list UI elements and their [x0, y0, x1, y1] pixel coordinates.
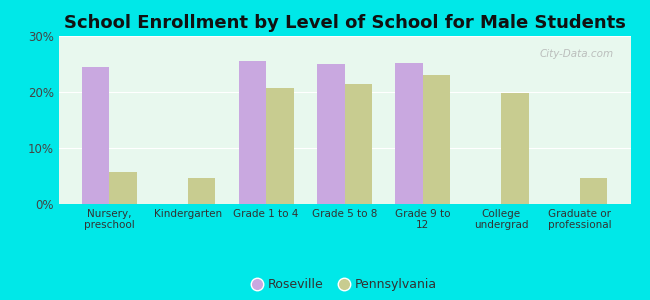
Bar	[239, 61, 266, 204]
Bar	[580, 178, 607, 204]
Bar	[423, 75, 450, 204]
Bar	[188, 178, 215, 204]
Bar	[266, 88, 294, 204]
Legend: Roseville, Pennsylvania: Roseville, Pennsylvania	[248, 275, 441, 295]
Bar	[109, 172, 137, 204]
Title: School Enrollment by Level of School for Male Students: School Enrollment by Level of School for…	[64, 14, 625, 32]
Bar	[501, 93, 528, 204]
Bar	[82, 67, 109, 204]
Bar	[344, 84, 372, 204]
Bar	[395, 63, 423, 204]
Bar	[317, 64, 344, 204]
Text: City-Data.com: City-Data.com	[540, 50, 614, 59]
